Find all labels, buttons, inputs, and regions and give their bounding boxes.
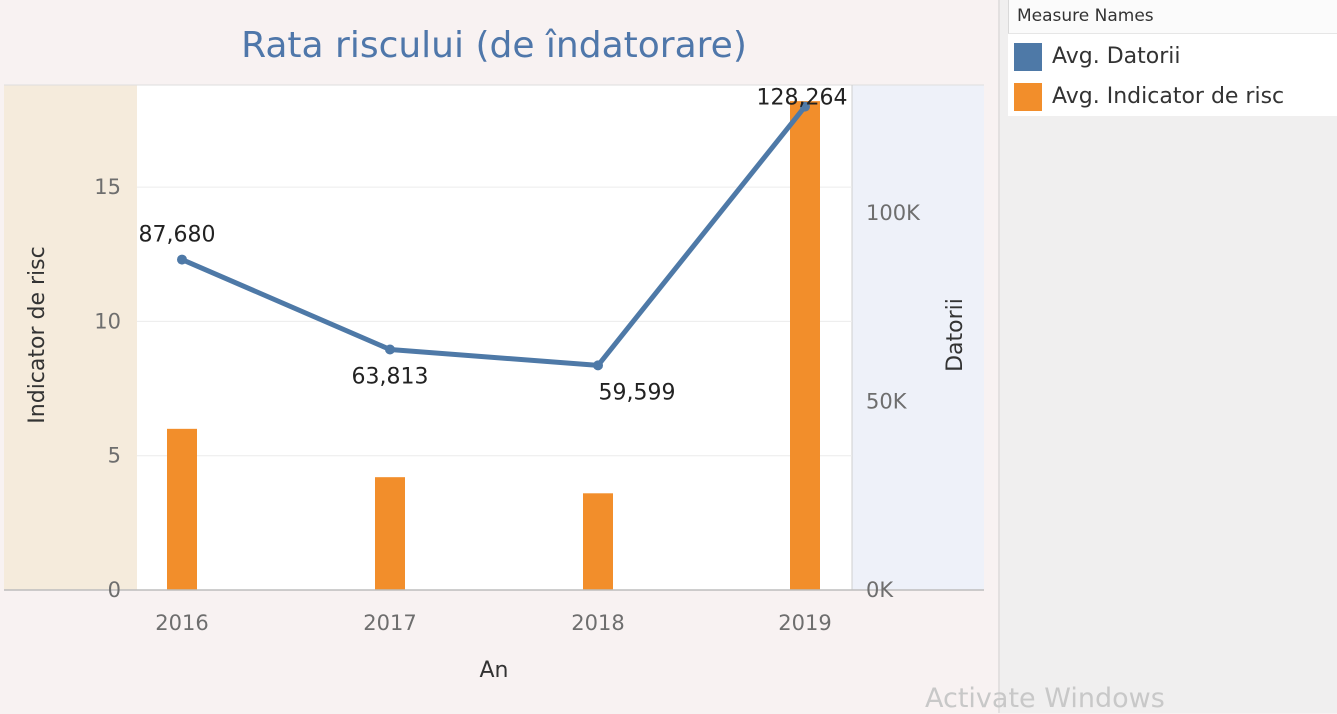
bar-series bbox=[167, 101, 820, 591]
line-series: 87,680 63,813 59,599 128,264 bbox=[139, 86, 848, 406]
bar[interactable] bbox=[375, 477, 405, 590]
x-axis-title: An bbox=[480, 658, 509, 683]
y-tick-label: 0 bbox=[108, 578, 121, 602]
data-label: 63,813 bbox=[352, 365, 429, 390]
legend-title: Measure Names bbox=[1008, 0, 1337, 34]
line-point[interactable] bbox=[593, 360, 603, 371]
line-point[interactable] bbox=[385, 344, 395, 355]
y2-tick-label: 100K bbox=[866, 201, 921, 225]
y-tick-label: 5 bbox=[108, 444, 121, 468]
windows-activation-watermark: Activate Windows bbox=[925, 683, 1165, 714]
chart: Rata riscului (de îndatorare) 87,680 63,8… bbox=[4, 25, 984, 683]
y-tick-label: 10 bbox=[94, 309, 121, 333]
series-line[interactable] bbox=[179, 104, 808, 368]
gridlines bbox=[137, 186, 852, 457]
bar[interactable] bbox=[790, 101, 820, 591]
x-tick-label: 2016 bbox=[155, 611, 208, 635]
chart-title: Rata riscului (de îndatorare) bbox=[241, 25, 747, 66]
left-axis-panel bbox=[4, 85, 137, 590]
legend-swatch bbox=[1014, 83, 1042, 111]
panel-divider[interactable] bbox=[998, 0, 1000, 713]
x-tick-label: 2018 bbox=[571, 611, 624, 635]
y2-axis-title: Datorii bbox=[943, 298, 968, 372]
legend-label: Avg. Datorii bbox=[1052, 44, 1181, 69]
x-tick-label: 2017 bbox=[363, 611, 416, 635]
data-label: 59,599 bbox=[599, 380, 676, 405]
plot-area bbox=[137, 85, 852, 590]
y-tick-label: 15 bbox=[94, 175, 121, 199]
y-axis-title: Indicator de risc bbox=[25, 246, 50, 423]
y2-tick-label: 0K bbox=[866, 578, 894, 602]
axis-ticks: 0 5 10 15 0K 50K 100K 2016 2017 2018 2019 bbox=[94, 175, 921, 635]
legend-swatch bbox=[1014, 43, 1042, 71]
line-point[interactable] bbox=[800, 101, 810, 112]
x-tick-label: 2019 bbox=[778, 611, 831, 635]
right-axis-panel bbox=[852, 85, 984, 590]
legend-label: Avg. Indicator de risc bbox=[1052, 84, 1285, 109]
data-label: 87,680 bbox=[139, 223, 216, 248]
legend-panel bbox=[1000, 0, 1337, 713]
line-point[interactable] bbox=[177, 254, 187, 265]
bar[interactable] bbox=[583, 493, 613, 590]
data-label: 128,264 bbox=[757, 86, 848, 111]
bar[interactable] bbox=[167, 428, 197, 590]
y2-tick-label: 50K bbox=[866, 390, 908, 414]
